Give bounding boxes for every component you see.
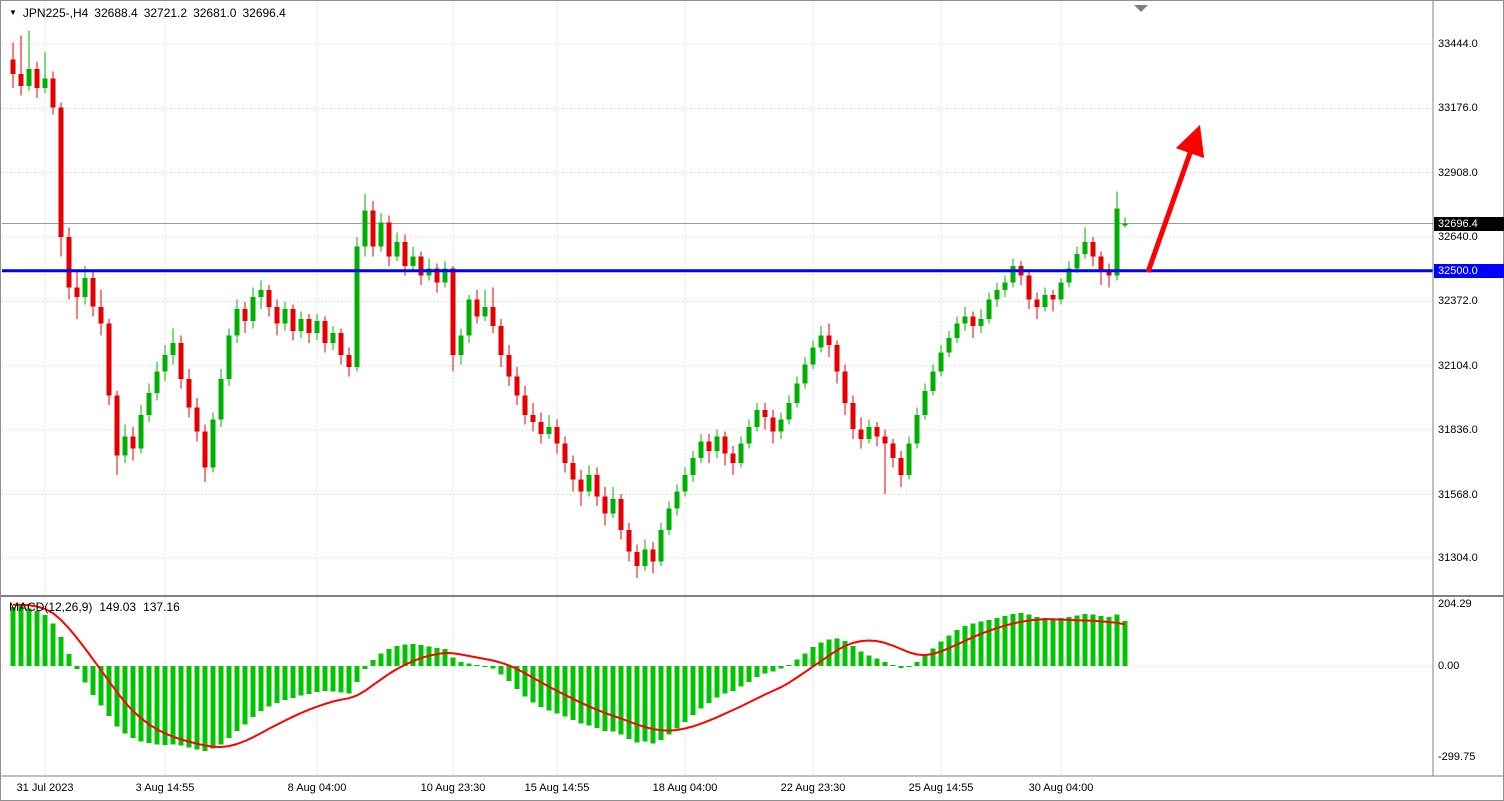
price-axis-tick: 32104.0 — [1438, 359, 1478, 372]
time-axis-tick: 15 Aug 14:55 — [524, 782, 590, 794]
support-level-tag: 32500.0 — [1434, 263, 1504, 278]
time-axis-tick: 30 Aug 04:00 — [1028, 782, 1094, 794]
bid-price-tag: 32696.4 — [1434, 216, 1504, 231]
macd-axis-tick: 204.29 — [1438, 598, 1472, 610]
price-axis-tick: 33176.0 — [1438, 102, 1478, 115]
price-axis-tick: 32640.0 — [1438, 231, 1478, 244]
candles-layer — [10, 30, 1128, 579]
price-axis-tick: 32908.0 — [1438, 166, 1478, 179]
chart-shift-marker-icon — [1134, 5, 1148, 12]
time-axis-tick: 25 Aug 14:55 — [908, 782, 974, 794]
price-axis-tick: 31304.0 — [1438, 552, 1478, 564]
close-value: 32696.4 — [242, 6, 286, 20]
price-axis-tick: 33444.0 — [1438, 38, 1478, 50]
time-axis-tick: 8 Aug 04:00 — [287, 782, 347, 794]
chart-ohlc-header: ▼ JPN225-,H4 32688.4 32721.2 32681.0 326… — [9, 6, 286, 20]
time-axis-tick: 31 Jul 2023 — [16, 782, 74, 794]
price-axis-tick: 31568.0 — [1438, 488, 1478, 501]
low-value: 32681.0 — [193, 6, 237, 20]
time-axis-tick: 3 Aug 14:55 — [135, 782, 195, 794]
time-axis-tick: 10 Aug 23:30 — [420, 782, 486, 794]
trend-arrow[interactable] — [1145, 124, 1205, 273]
time-axis-tick: 22 Aug 23:30 — [780, 782, 846, 794]
open-value: 32688.4 — [94, 6, 138, 20]
symbol-period-label: JPN225-,H4 — [22, 6, 89, 20]
time-axis-tick: 18 Aug 04:00 — [652, 782, 718, 794]
collapse-arrow-icon[interactable]: ▼ — [9, 8, 17, 17]
price-axis[interactable]: 32696.4 32500.0 33444.0 33176.0 32908.0 326… — [1434, 1, 1504, 776]
grid-layer — [2, 2, 1433, 776]
macd-axis-tick: 0.00 — [1438, 660, 1460, 672]
macd-title: MACD(12,26,9) — [9, 600, 93, 614]
macd-layer — [10, 603, 1128, 751]
macd-signal-value: 137.16 — [143, 600, 180, 614]
macd-signal-line — [13, 603, 1126, 748]
macd-indicator-header: MACD(12,26,9) 149.03 137.16 — [9, 600, 180, 614]
time-axis[interactable]: 31 Jul 2023 3 Aug 14:55 8 Aug 04:00 10 Aug … — [1, 777, 1433, 801]
macd-axis-tick: -299.75 — [1438, 750, 1476, 763]
high-value: 32721.2 — [143, 6, 188, 20]
macd-main-value: 149.03 — [99, 600, 137, 614]
price-axis-tick: 32372.0 — [1438, 295, 1478, 308]
price-axis-tick: 31836.0 — [1438, 424, 1478, 437]
